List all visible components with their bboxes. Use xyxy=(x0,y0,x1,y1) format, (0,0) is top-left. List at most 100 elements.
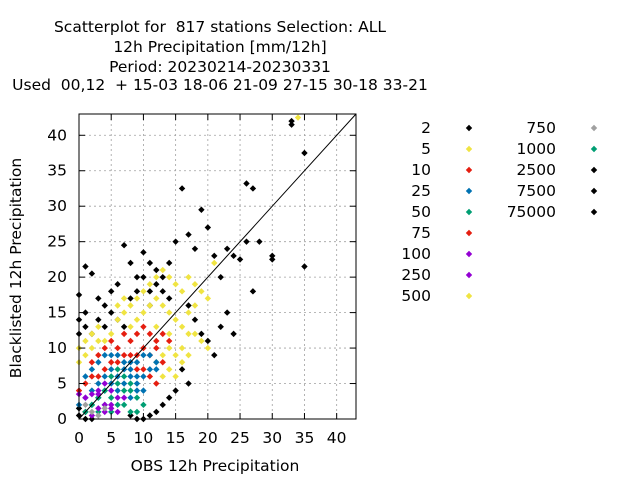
data-point xyxy=(191,316,199,323)
data-point xyxy=(133,295,141,302)
data-point xyxy=(178,185,186,192)
data-point xyxy=(133,330,141,338)
data-point xyxy=(301,149,308,157)
data-point xyxy=(133,373,141,380)
data-point xyxy=(120,323,128,330)
y-axis-label: Blacklisted 12h Precipitation xyxy=(7,158,25,378)
y-tick-label: 30 xyxy=(47,197,67,215)
data-point xyxy=(95,295,102,302)
data-point xyxy=(108,359,115,366)
data-point xyxy=(159,373,166,380)
data-point xyxy=(243,238,250,245)
data-point xyxy=(88,387,96,394)
data-point xyxy=(301,263,308,270)
x-tick-label: 30 xyxy=(262,429,282,447)
data-point xyxy=(153,266,160,274)
data-point xyxy=(108,330,115,338)
data-point xyxy=(133,408,141,416)
data-point xyxy=(165,330,173,338)
data-point xyxy=(153,366,160,373)
legend-marker xyxy=(465,145,473,153)
data-point xyxy=(178,366,186,373)
legend-marker xyxy=(465,124,473,132)
data-point xyxy=(127,394,134,401)
data-point xyxy=(88,359,96,366)
data-point xyxy=(172,316,179,323)
legend-marker xyxy=(465,229,473,237)
data-point xyxy=(204,344,212,352)
data-point xyxy=(88,366,96,373)
data-point xyxy=(108,394,115,401)
data-point xyxy=(82,309,89,316)
data-point xyxy=(101,366,108,373)
data-point xyxy=(153,281,160,288)
data-point xyxy=(133,273,141,281)
data-point xyxy=(140,401,147,409)
data-point xyxy=(127,366,134,373)
data-point xyxy=(120,359,128,366)
data-point xyxy=(159,302,166,309)
data-point xyxy=(108,337,115,345)
data-point xyxy=(82,351,89,359)
data-point xyxy=(153,273,160,281)
data-point xyxy=(249,185,257,192)
data-point xyxy=(101,380,108,387)
data-point xyxy=(101,323,108,330)
data-point xyxy=(146,281,154,288)
diagonal-line xyxy=(78,113,357,420)
data-point xyxy=(114,408,121,416)
legend-marker xyxy=(465,292,473,300)
legend-label: 5 xyxy=(421,140,431,158)
y-tick-label: 40 xyxy=(47,126,67,144)
ticks-layer: 0 5 10 15 20 25 30 35 40 0 5 10 15 20 25 30 35 40 xyxy=(47,114,356,447)
legend-label: 250 xyxy=(401,266,431,284)
data-point xyxy=(114,401,121,409)
data-point xyxy=(127,373,134,380)
data-point xyxy=(133,387,141,394)
data-point xyxy=(127,408,134,416)
data-point xyxy=(204,295,212,302)
data-point xyxy=(204,337,212,345)
data-point xyxy=(133,359,141,366)
x-tick-label: 10 xyxy=(134,429,154,447)
data-point xyxy=(101,344,108,352)
data-point xyxy=(185,330,192,338)
legend-label: 75000 xyxy=(507,203,556,221)
data-point xyxy=(269,256,276,263)
data-point xyxy=(153,337,160,345)
data-point xyxy=(95,316,102,323)
data-point xyxy=(82,394,89,401)
y-tick-label: 35 xyxy=(47,162,67,180)
data-point xyxy=(217,273,224,281)
data-point xyxy=(114,366,121,373)
data-point xyxy=(114,351,121,359)
data-point xyxy=(230,330,237,338)
data-point xyxy=(108,366,115,373)
data-point xyxy=(82,380,89,387)
data-point xyxy=(95,351,102,359)
data-point xyxy=(140,288,147,295)
data-point xyxy=(159,288,166,295)
y-tick-label: 25 xyxy=(47,233,67,251)
data-point xyxy=(178,359,186,366)
data-point xyxy=(114,281,121,288)
data-point xyxy=(133,394,141,401)
data-point xyxy=(217,323,224,330)
data-point xyxy=(159,401,166,409)
data-point xyxy=(146,412,154,419)
plot-frame xyxy=(78,113,357,420)
legend-label: 1000 xyxy=(517,140,556,158)
legend-marker xyxy=(465,166,473,174)
data-point xyxy=(159,266,166,274)
x-tick-label: 0 xyxy=(74,429,84,447)
legend-marker xyxy=(465,271,473,279)
data-point xyxy=(133,366,141,373)
data-point xyxy=(120,387,128,394)
data-point xyxy=(127,295,134,302)
data-point xyxy=(172,351,179,359)
data-point xyxy=(95,412,102,419)
data-point xyxy=(165,337,173,345)
data-point xyxy=(127,302,134,309)
data-point xyxy=(101,373,108,380)
